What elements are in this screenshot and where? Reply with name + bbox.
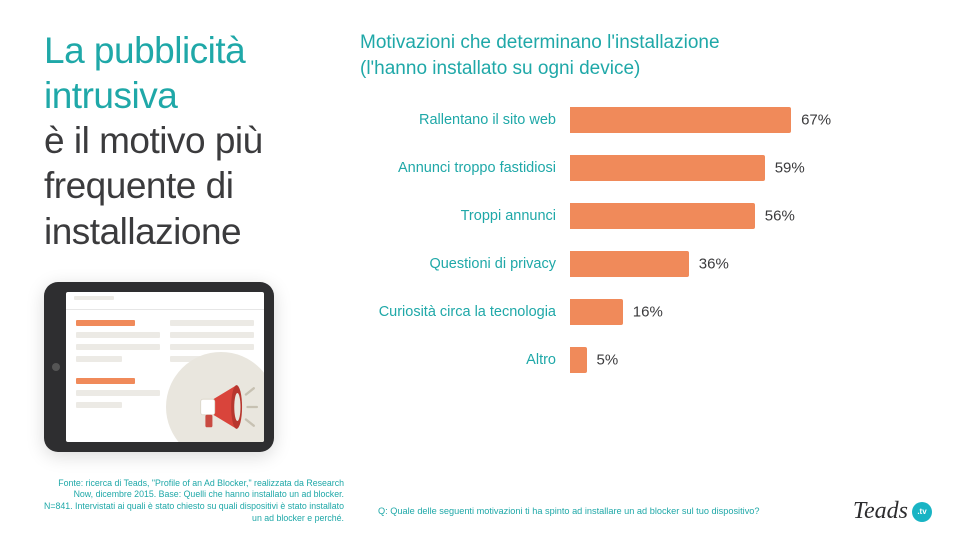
mock-body	[66, 310, 264, 442]
tablet-illustration	[44, 282, 274, 452]
title-line: frequente di	[44, 163, 340, 208]
chart-row: Rallentano il sito web 67%	[360, 107, 900, 133]
title-line: è il motivo più	[44, 118, 340, 163]
bar-chart: Rallentano il sito web 67% Annunci troppo …	[360, 107, 900, 373]
chart-title: Motivazioni che determinano l'installazi…	[360, 30, 900, 81]
chart-row: Altro 5%	[360, 347, 900, 373]
chart-row: Questioni di privacy 36%	[360, 251, 900, 277]
chart-row: Annunci troppo fastidiosi 59%	[360, 155, 900, 181]
chart-row-track: 59%	[570, 155, 900, 181]
chart-value: 67%	[801, 112, 831, 129]
chart-bar	[570, 155, 765, 181]
chart-value: 59%	[775, 160, 805, 177]
chart-value: 5%	[597, 352, 619, 369]
logo-text: Teads	[853, 498, 908, 525]
chart-row-track: 16%	[570, 299, 900, 325]
chart-bar	[570, 347, 587, 373]
chart-row-label: Rallentano il sito web	[360, 112, 570, 129]
footer-question: Q: Quale delle seguenti motivazioni ti h…	[378, 505, 838, 517]
teads-logo: Teads .tv	[853, 498, 932, 525]
left-column: La pubblicitàintrusivaè il motivo piùfre…	[0, 0, 350, 547]
right-column: Motivazioni che determinano l'installazi…	[350, 0, 960, 547]
title-line: intrusiva	[44, 73, 340, 118]
chart-value: 56%	[765, 208, 795, 225]
chart-row-label: Altro	[360, 352, 570, 369]
chart-row: Troppi annunci 56%	[360, 203, 900, 229]
tablet-screen	[66, 292, 264, 442]
chart-row-track: 67%	[570, 107, 900, 133]
chart-value: 36%	[699, 256, 729, 273]
chart-row: Curiosità circa la tecnologia 16%	[360, 299, 900, 325]
title-line: installazione	[44, 209, 340, 254]
chart-value: 16%	[633, 304, 663, 321]
slide: La pubblicitàintrusivaè il motivo piùfre…	[0, 0, 960, 547]
chart-bar	[570, 299, 623, 325]
chart-row-label: Troppi annunci	[360, 208, 570, 225]
chart-row-track: 36%	[570, 251, 900, 277]
chart-bar	[570, 107, 791, 133]
chart-row-track: 56%	[570, 203, 900, 229]
chart-row-label: Curiosità circa la tecnologia	[360, 304, 570, 321]
logo-dot: .tv	[912, 502, 932, 522]
chart-bar	[570, 251, 689, 277]
footer-source: Fonte: ricerca di Teads, "Profile of an …	[44, 478, 344, 526]
chart-bar	[570, 203, 755, 229]
title-line: La pubblicità	[44, 28, 340, 73]
slide-title: La pubblicitàintrusivaè il motivo piùfre…	[44, 28, 340, 254]
chart-row-track: 5%	[570, 347, 900, 373]
mock-header	[66, 292, 264, 310]
chart-row-label: Annunci troppo fastidiosi	[360, 160, 570, 177]
chart-row-label: Questioni di privacy	[360, 256, 570, 273]
